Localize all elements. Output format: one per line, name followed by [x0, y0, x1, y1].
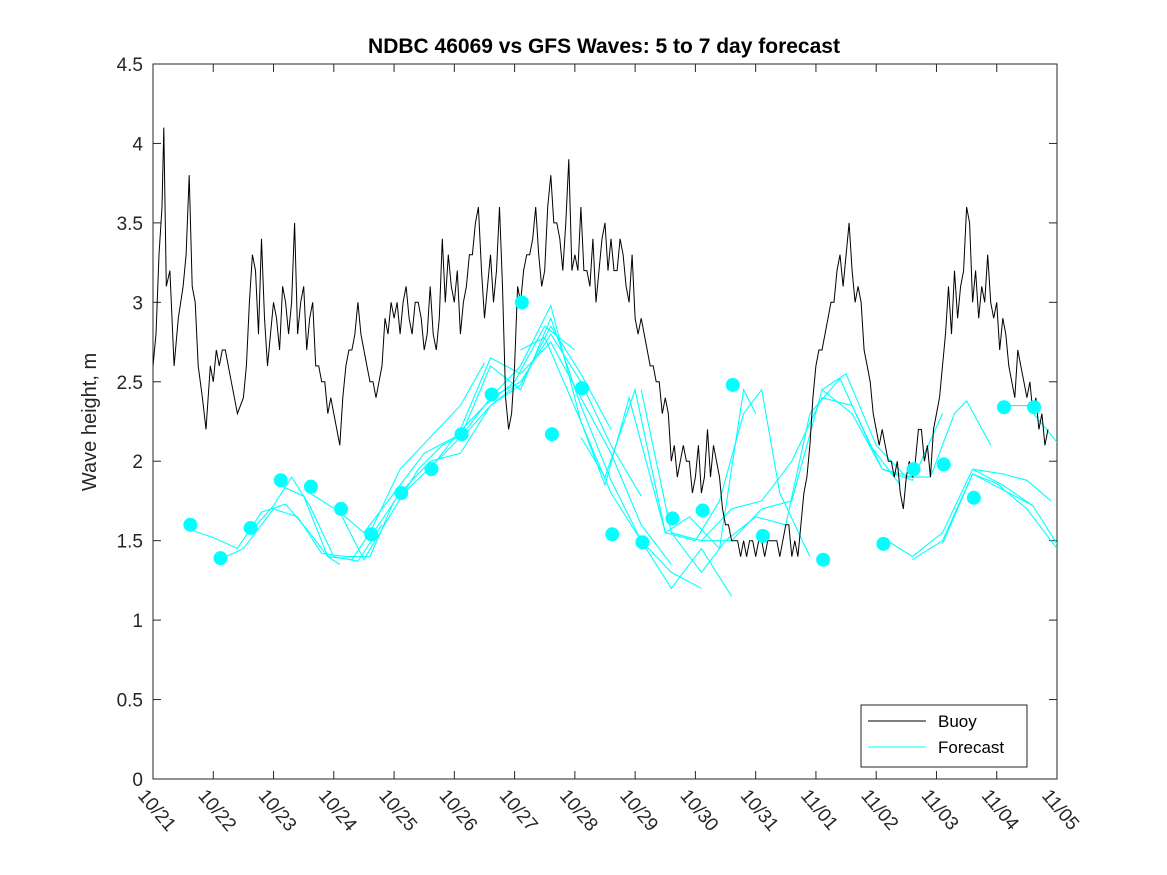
y-tick-label: 1.5	[117, 532, 143, 553]
legend-forecast-label: Forecast	[938, 738, 1004, 757]
forecast-point	[876, 536, 891, 551]
forecast-line	[248, 476, 383, 562]
forecast-point	[996, 400, 1011, 415]
forecast-point	[424, 462, 439, 477]
buoy-line	[153, 127, 1049, 557]
forecast-line	[189, 503, 341, 565]
forecast-line	[580, 387, 811, 557]
forecast-line	[309, 386, 515, 561]
forecast-point	[394, 486, 409, 500]
forecast-point	[544, 427, 559, 442]
forecast-line	[1002, 405, 1057, 443]
chart-title: NDBC 46069 vs GFS Waves: 5 to 7 day fore…	[368, 35, 840, 58]
y-tick-label: 0.5	[117, 691, 143, 712]
forecast-line	[821, 372, 992, 478]
forecast-line	[369, 325, 612, 538]
series-group	[153, 127, 1057, 597]
forecast-point	[514, 295, 529, 310]
forecast-point	[334, 501, 349, 516]
forecast-point	[966, 490, 981, 505]
forecast-line	[459, 316, 702, 589]
y-tick-label: 1	[132, 611, 143, 632]
forecast-point	[575, 381, 590, 396]
forecast-line	[912, 473, 1057, 561]
forecast-point	[755, 528, 770, 543]
forecast-line	[881, 468, 1034, 558]
forecast-point	[183, 517, 198, 532]
forecast-point	[243, 520, 258, 535]
forecast-line	[399, 333, 642, 497]
forecast-line	[972, 468, 1052, 502]
forecast-point	[635, 535, 650, 550]
legend: Buoy Forecast	[860, 704, 1028, 768]
forecast-point	[1027, 400, 1042, 415]
axes-box	[152, 63, 1058, 780]
forecast-point	[484, 387, 499, 402]
y-axis-label: Wave height, m	[79, 353, 101, 491]
forecast-point	[213, 551, 228, 566]
y-tick-label: 2	[132, 452, 143, 473]
forecast-point	[303, 479, 318, 494]
y-tick-label: 4	[132, 134, 143, 155]
forecast-line	[941, 473, 1057, 549]
y-tick-label: 3	[132, 293, 143, 314]
forecast-point	[605, 527, 620, 542]
forecast-line	[490, 303, 733, 597]
y-tick-label: 3.5	[117, 214, 143, 235]
forecast-point	[695, 503, 710, 518]
y-tick-label: 4.5	[117, 55, 143, 76]
y-tick-label: 2.5	[117, 373, 143, 394]
y-tick-label: 0	[132, 770, 143, 791]
forecast-point	[936, 457, 951, 472]
legend-buoy-label: Buoy	[938, 712, 977, 731]
forecast-point	[454, 427, 469, 442]
forecast-line	[701, 397, 944, 542]
forecast-line	[671, 388, 913, 542]
forecast-point	[725, 377, 740, 392]
forecast-point	[273, 473, 288, 488]
forecast-point	[364, 527, 379, 542]
forecast-line	[429, 341, 672, 565]
forecast-point	[906, 462, 921, 477]
legend-box	[860, 704, 1028, 768]
forecast-line	[520, 336, 757, 550]
forecast-point	[816, 552, 831, 567]
forecast-point	[665, 511, 680, 526]
